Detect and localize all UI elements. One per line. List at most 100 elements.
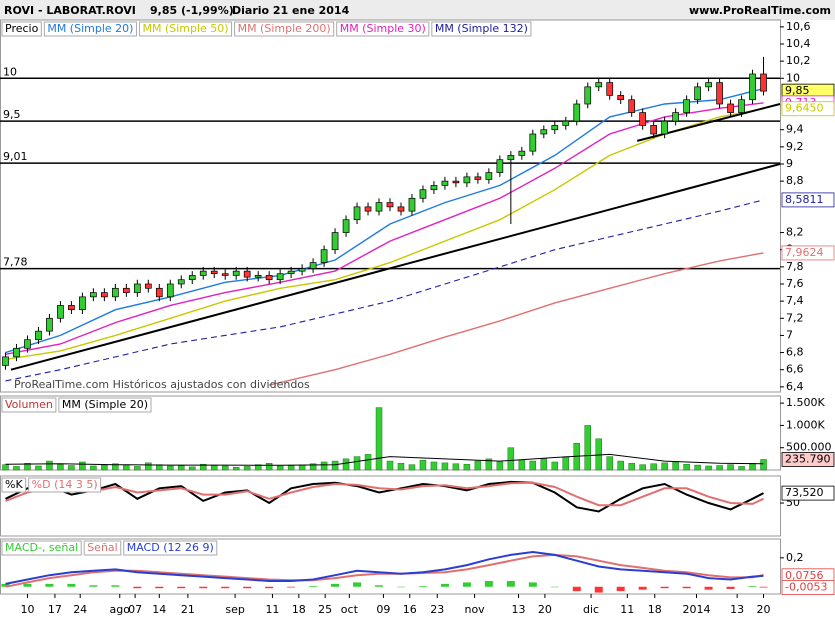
- volume-bar: [134, 466, 141, 471]
- volume-bar: [46, 460, 53, 471]
- legend-box: [123, 540, 218, 556]
- candle-body: [2, 356, 9, 366]
- volume-bar: [112, 463, 119, 471]
- volume-bar: [210, 464, 218, 471]
- candle-body: [320, 249, 328, 263]
- legend-entry: Volumen: [5, 398, 53, 411]
- legend-entry: %K: [5, 478, 23, 491]
- volume-bar: [738, 466, 745, 471]
- indicator-line: [5, 480, 764, 513]
- legend-entry: MM (Simple 200): [238, 22, 331, 35]
- x-tick-label: 25: [318, 603, 332, 616]
- x-tick-label: 20: [757, 603, 771, 616]
- candle-body: [507, 155, 515, 161]
- candle-body: [529, 133, 537, 152]
- histogram-bar: [199, 586, 208, 589]
- level-label: 9,5: [3, 108, 21, 121]
- legend-box: [1, 397, 57, 413]
- candle-body: [79, 296, 86, 311]
- volume-bar: [496, 461, 504, 471]
- candle-body: [177, 279, 185, 285]
- y-tick-label: 9: [786, 157, 793, 170]
- volume-bar: [178, 465, 185, 471]
- histogram-bar: [67, 583, 76, 587]
- histogram-bar: [331, 583, 340, 587]
- trend-line: [10, 163, 781, 371]
- value-tag: [781, 485, 835, 501]
- value-tag: [781, 192, 835, 208]
- x-tick-label: ago: [110, 603, 131, 616]
- candle-body: [430, 185, 438, 191]
- y-tick-label: 1.000K: [786, 418, 825, 431]
- value-tag: [781, 245, 835, 261]
- candle-body: [441, 180, 449, 186]
- histogram-bar: [177, 586, 186, 589]
- candle-body: [540, 129, 548, 135]
- legend-entry: MM (Simple 50): [142, 22, 228, 35]
- x-tick-label: 14: [152, 603, 166, 616]
- y-tick-label: 7,4: [786, 294, 804, 307]
- histogram-bar: [287, 586, 296, 588]
- candle-body: [738, 99, 745, 113]
- value-tag-label: 7,9624: [785, 246, 824, 259]
- x-tick-label: 18: [292, 603, 306, 616]
- volume-bar: [485, 458, 493, 471]
- volume-bar: [617, 460, 624, 471]
- x-tick-label: 23: [430, 603, 444, 616]
- candle-body: [496, 159, 504, 173]
- candle-body: [408, 197, 416, 212]
- y-tick-label: 10,6: [786, 20, 811, 33]
- volume-bar: [101, 464, 108, 471]
- legend-entry: MM (Simple 132): [435, 22, 528, 35]
- volume-bar: [661, 462, 668, 471]
- candle-body: [661, 120, 668, 135]
- candle-body: [46, 317, 53, 332]
- x-tick-label: 18: [648, 603, 662, 616]
- moving-average: [5, 199, 764, 382]
- legend-entry: Señal: [87, 541, 118, 554]
- y-tick-label: 7,2: [786, 311, 804, 324]
- volume-bar: [342, 458, 350, 471]
- candle-body: [705, 82, 712, 88]
- candle-body: [463, 176, 471, 184]
- volume-bar: [529, 460, 537, 471]
- volume-bar: [397, 463, 405, 471]
- candle-body: [342, 219, 350, 233]
- site: www.ProRealTime.com: [689, 4, 831, 17]
- y-tick-label: 0,2: [786, 551, 804, 564]
- volume-bar: [705, 465, 712, 471]
- histogram-bar: [440, 583, 449, 587]
- x-tick-label: 13: [730, 603, 744, 616]
- candle-body: [101, 292, 108, 298]
- candle-body: [232, 270, 240, 276]
- volume-bar: [672, 461, 679, 471]
- histogram-bar: [594, 586, 603, 593]
- candle-body: [562, 120, 570, 126]
- candle-body: [353, 206, 361, 221]
- volume-bar: [683, 463, 690, 471]
- candle-body: [551, 125, 559, 131]
- indicator-line: [5, 481, 764, 507]
- x-tick-label: 09: [376, 603, 390, 616]
- histogram-bar: [396, 586, 405, 588]
- y-tick-label: 9,2: [786, 140, 804, 153]
- histogram-bar: [23, 583, 32, 587]
- volume-bar: [90, 465, 97, 471]
- legend-entry: MM (Simple 30): [340, 22, 426, 35]
- histogram-bar: [111, 585, 120, 587]
- legend-box: [1, 21, 42, 37]
- volume-bar: [628, 463, 635, 471]
- candle-body: [595, 82, 603, 88]
- volume-bar: [123, 465, 130, 471]
- value-tag-label: 9,85: [785, 84, 810, 97]
- legend-box: [431, 21, 532, 37]
- x-tick-label: sep: [225, 603, 244, 616]
- volume-bar: [353, 456, 361, 471]
- candle-body: [90, 292, 97, 298]
- volume-bar: [79, 461, 86, 471]
- value-tag: [781, 101, 835, 117]
- candle-body: [144, 283, 152, 289]
- candle-body: [309, 262, 317, 269]
- x-tick-label: 21: [181, 603, 195, 616]
